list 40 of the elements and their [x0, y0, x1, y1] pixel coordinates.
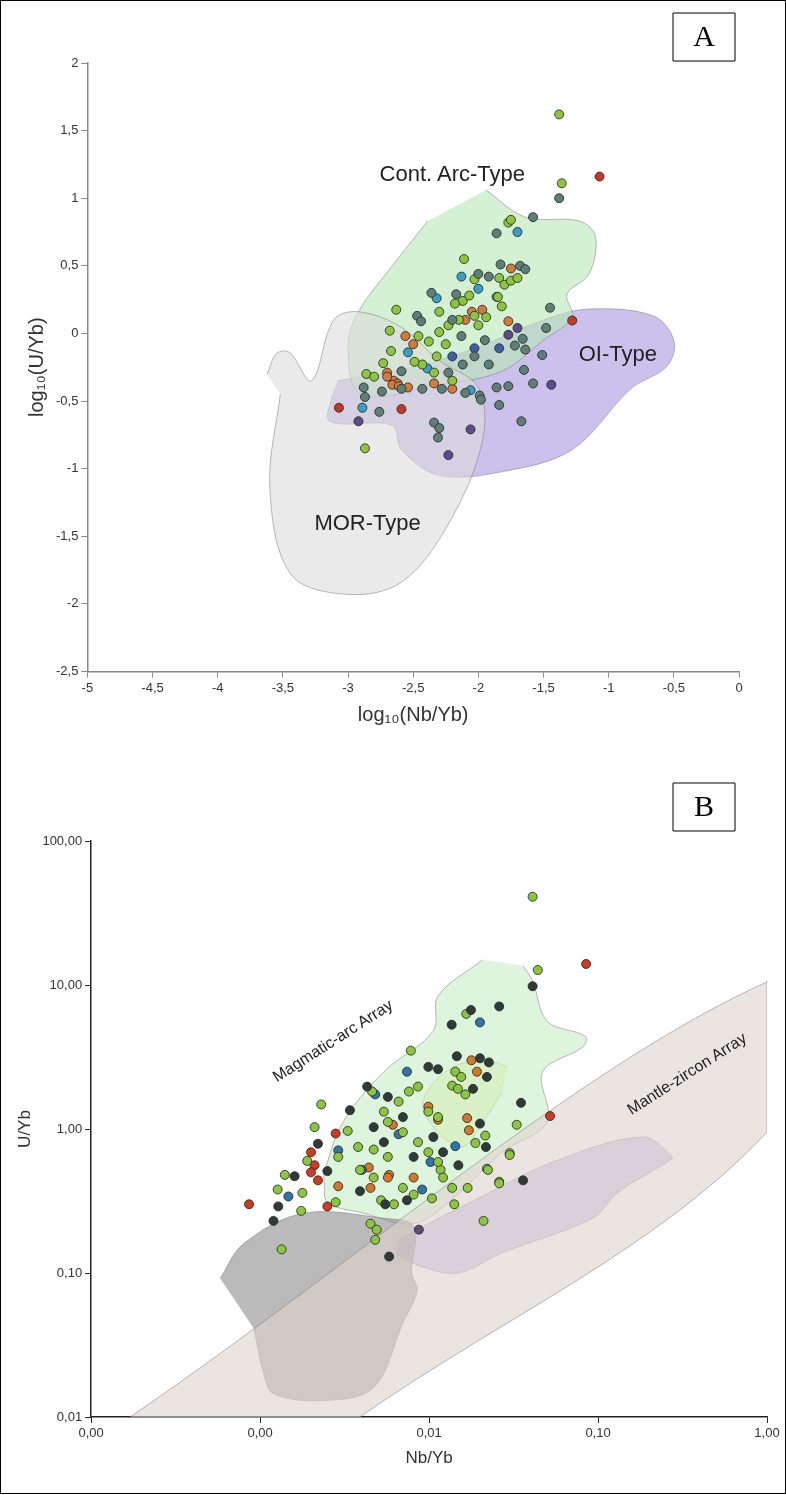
y-tick-label: 0,10 [56, 1264, 83, 1280]
y-tick-label: 0 [71, 324, 79, 340]
y-tick-label: 10,00 [49, 976, 83, 992]
y-tick-label: 1,5 [60, 122, 79, 138]
y-tick-label: 1 [71, 189, 79, 205]
x-tick-label: -0,5 [662, 679, 686, 695]
annotation: OI-Type [578, 341, 657, 367]
x-axis-title: Nb/Yb [405, 1448, 453, 1468]
y-tick-label: 0,5 [60, 257, 79, 273]
x-tick-label: -3 [342, 679, 354, 695]
x-tick-label: -4 [211, 679, 224, 695]
x-tick-label: 0,00 [78, 1425, 104, 1441]
x-tick-label: 0 [735, 679, 743, 695]
x-tick-label: 0,00 [247, 1425, 273, 1441]
annotation: Cont. Arc-Type [379, 161, 526, 187]
y-tick-label: -2,5 [55, 662, 79, 678]
x-tick-label: -1,5 [532, 679, 555, 695]
x-axis-title: log₁₀(Nb/Yb) [357, 702, 469, 725]
text: A [693, 18, 716, 52]
y-tick-label: -0,5 [55, 392, 79, 408]
y-tick-label: 2 [71, 54, 79, 70]
y-tick-label: 0,01 [56, 1408, 83, 1424]
y-tick-label: -2 [66, 595, 79, 611]
x-tick-label: -1 [602, 679, 615, 695]
y-axis-title: log₁₀(U/Yb) [24, 317, 47, 417]
x-tick-label: -2 [472, 679, 485, 695]
y-tick-label: -1,5 [55, 527, 79, 543]
x-tick-label: 0,01 [416, 1425, 442, 1441]
annotation: MOR-Type [314, 510, 421, 536]
x-tick-label: -4,5 [141, 679, 164, 695]
x-tick-label: -3,5 [271, 679, 295, 695]
y-axis-title: U/Yb [14, 1110, 34, 1148]
x-tick-label: 1,00 [754, 1425, 780, 1441]
x-tick-label: -5 [81, 679, 94, 695]
y-tick-label: 100,00 [42, 832, 83, 848]
x-tick-label: 0,10 [585, 1425, 611, 1441]
text: B [693, 788, 715, 822]
y-tick-label: 1,00 [56, 1120, 83, 1136]
y-tick-label: -1 [66, 460, 79, 476]
x-tick-label: -2,5 [402, 679, 425, 695]
